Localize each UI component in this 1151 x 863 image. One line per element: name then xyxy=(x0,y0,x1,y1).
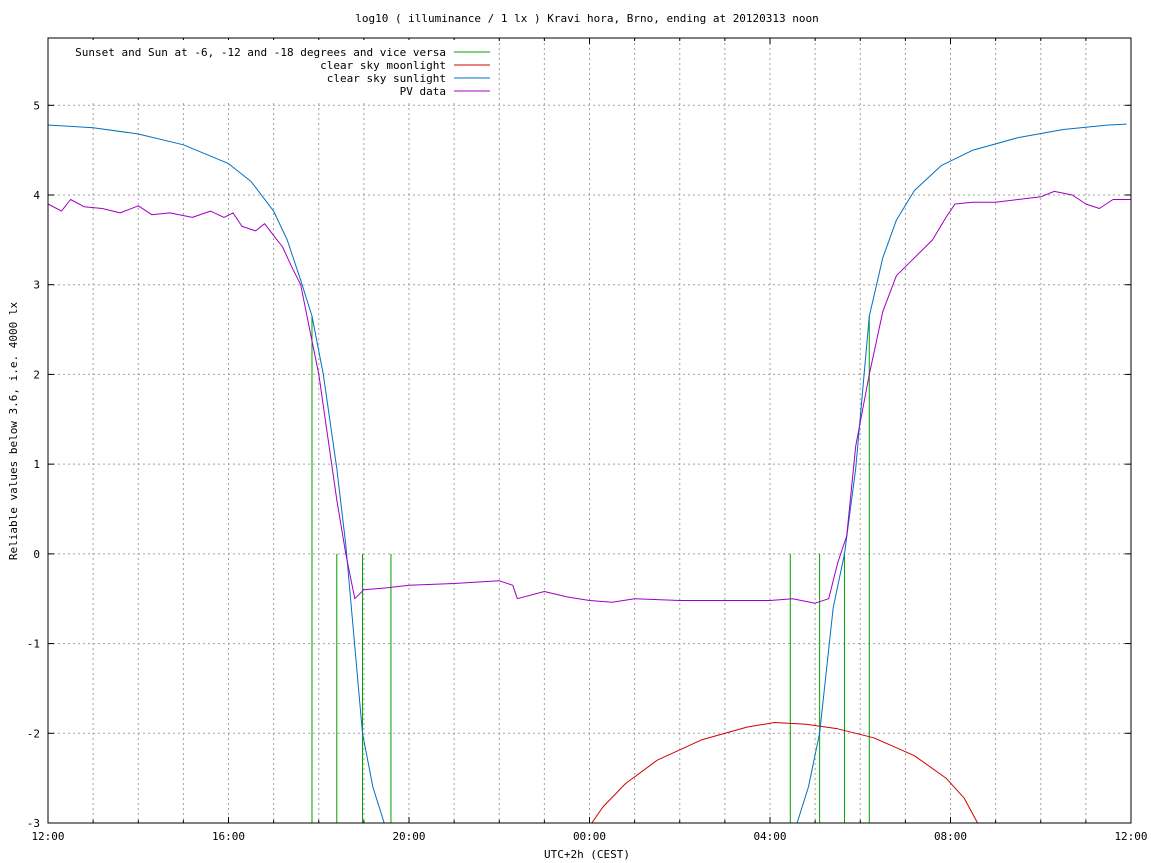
legend-label: Sunset and Sun at -6, -12 and -18 degree… xyxy=(75,46,446,59)
pv-data-series-line xyxy=(47,190,1131,604)
legend-background xyxy=(50,40,496,102)
y-tick-label: 0 xyxy=(33,548,40,561)
axes: 12:00 16:00 20:00 00:00 04:00 08:00 12:00-3-2-… xyxy=(27,38,1148,843)
y-tick-label: 4 xyxy=(33,189,40,202)
x-tick-label: 12:00 xyxy=(1114,830,1147,843)
clear-sky-moonlight-series-line xyxy=(591,722,979,824)
y-tick-label: 3 xyxy=(33,279,40,292)
grid-lines xyxy=(48,38,1131,823)
legend: Sunset and Sun at -6, -12 and -18 degree… xyxy=(50,40,496,102)
y-tick-label: -1 xyxy=(27,638,40,651)
x-tick-label: 08:00 xyxy=(934,830,967,843)
x-axis-label: UTC+2h (CEST) xyxy=(544,848,630,861)
y-tick-label: -3 xyxy=(27,817,40,830)
y-tick-label: 5 xyxy=(33,99,40,112)
chart-title: log10 ( illuminance / 1 lx ) Kravi hora,… xyxy=(355,12,819,25)
y-tick-label: 1 xyxy=(33,458,40,471)
x-tick-label: 04:00 xyxy=(753,830,786,843)
y-axis-label: Reliable values below 3.6, i.e. 4000 lx xyxy=(7,301,20,560)
y-tick-label: 2 xyxy=(33,368,40,381)
x-tick-label: 00:00 xyxy=(573,830,606,843)
plot-frame xyxy=(47,37,1132,824)
legend-label: PV data xyxy=(400,85,446,98)
x-tick-label: 20:00 xyxy=(392,830,425,843)
clear-sky-sunlight-series-line xyxy=(47,123,1127,824)
x-tick-label: 16:00 xyxy=(212,830,245,843)
y-tick-label: -2 xyxy=(27,727,40,740)
legend-label: clear sky sunlight xyxy=(327,72,446,85)
x-tick-label: 12:00 xyxy=(31,830,64,843)
legend-label: clear sky moonlight xyxy=(320,59,446,72)
